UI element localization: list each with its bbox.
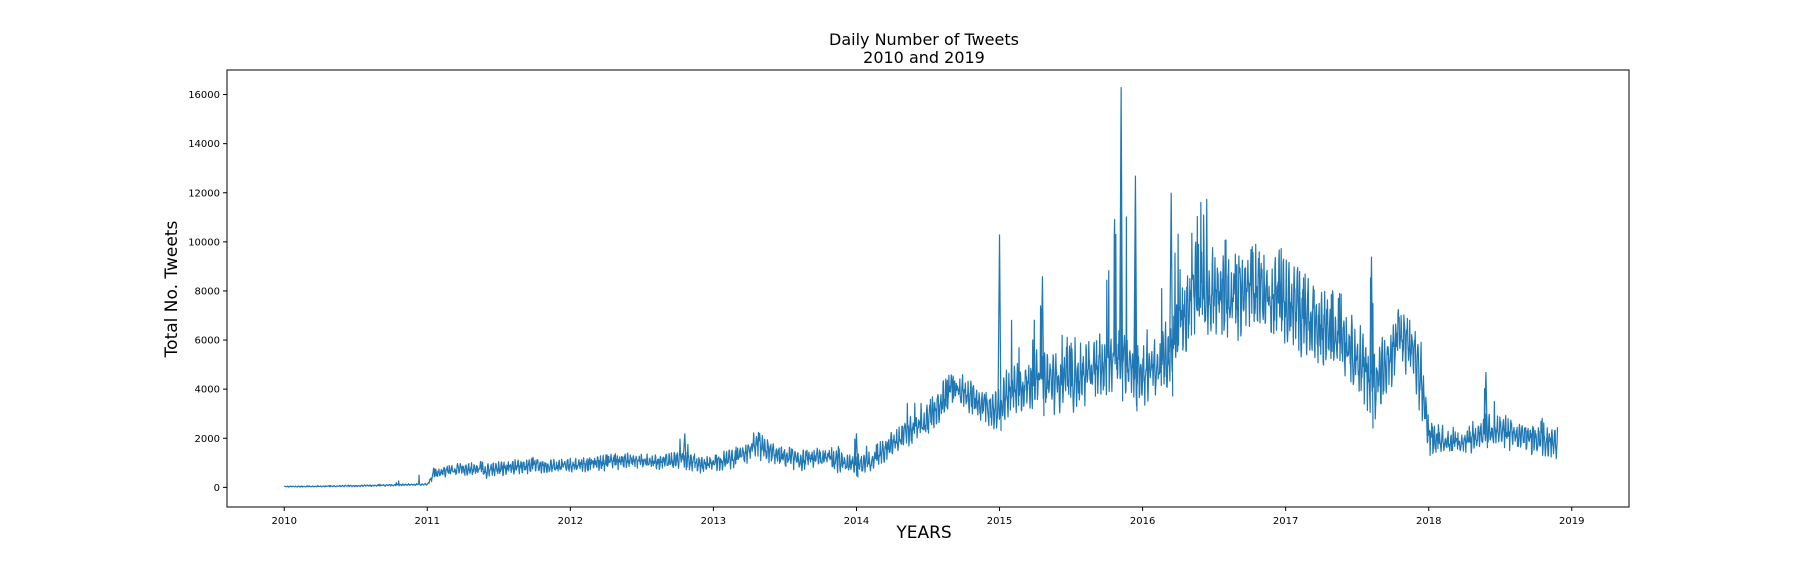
y-tick-label: 14000 [188, 139, 220, 150]
y-tick-label: 16000 [188, 90, 220, 101]
x-axis-label: YEARS [895, 523, 951, 543]
y-axis-ticks: 0 2000 4000 6000 8000 10000 12000 14000 16000 [188, 90, 227, 494]
x-tick-label: 2012 [558, 516, 583, 527]
x-tick-label: 2014 [844, 516, 869, 527]
y-tick-label: 2000 [195, 434, 220, 445]
x-axis-ticks: 2010 2011 2012 2013 2014 2015 2016 2017 2018 2019 [271, 507, 1585, 527]
series-spike [1040, 276, 1045, 417]
chart-subtitle: 2010 and 2019 [863, 48, 985, 67]
series-line [283, 198, 1559, 488]
x-tick-label: 2011 [415, 516, 440, 527]
series-spike [1483, 371, 1489, 449]
y-tick-label: 4000 [195, 385, 220, 396]
x-tick-label: 2010 [271, 516, 296, 527]
series-layer [283, 87, 1559, 488]
series-spike [1133, 175, 1138, 412]
series-spike [854, 433, 859, 478]
y-axis-label: Total No. Tweets [162, 221, 182, 359]
x-tick-label: 2013 [701, 516, 726, 527]
x-tick-label: 2015 [987, 516, 1012, 527]
plot-frame [226, 69, 1630, 508]
series-spike [1119, 87, 1124, 402]
chart-title: Daily Number of Tweets [829, 30, 1019, 49]
series-spike [682, 433, 687, 471]
y-tick-label: 8000 [195, 286, 220, 297]
x-tick-label: 2017 [1273, 516, 1298, 527]
series-spike [1369, 256, 1374, 429]
series-spike [997, 234, 1002, 431]
y-tick-label: 0 [214, 483, 220, 494]
x-tick-label: 2016 [1130, 516, 1155, 527]
y-tick-label: 10000 [188, 237, 220, 248]
series-spike [1169, 192, 1174, 397]
x-tick-label: 2019 [1559, 516, 1584, 527]
y-tick-label: 6000 [195, 336, 220, 347]
y-tick-label: 12000 [188, 188, 220, 199]
x-tick-label: 2018 [1416, 516, 1441, 527]
